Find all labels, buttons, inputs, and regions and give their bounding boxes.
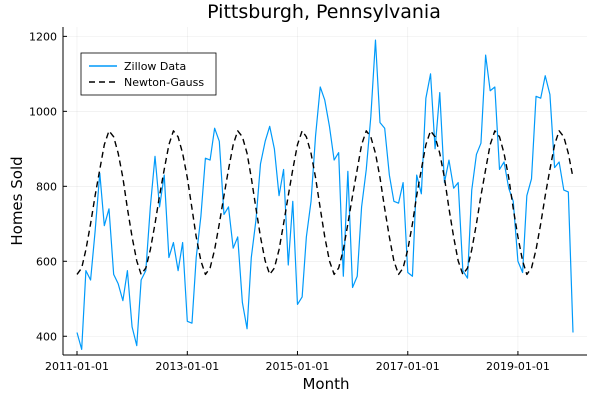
legend-label: Newton-Gauss <box>124 76 204 89</box>
axes <box>62 27 587 356</box>
y-tick-label: 600 <box>36 255 57 268</box>
x-tick-label: 2017-01-01 <box>376 360 440 373</box>
x-tick-label: 2011-01-01 <box>45 360 109 373</box>
y-tick-label: 1200 <box>29 30 57 43</box>
y-tick-label: 400 <box>36 330 57 343</box>
x-axis-title: Month <box>302 375 349 393</box>
legend-box <box>80 52 217 96</box>
x-tick-label: 2015-01-01 <box>265 360 329 373</box>
y-tick-label: 1000 <box>29 105 57 118</box>
x-tick-label: 2013-01-01 <box>155 360 219 373</box>
series-line-newton-gauss <box>76 130 574 276</box>
series-line-zillow-data <box>76 39 574 350</box>
y-axis-title: Homes Sold <box>8 156 26 245</box>
series-lines <box>76 39 574 350</box>
legend: Zillow Data Newton-Gauss <box>80 52 217 96</box>
y-tick-label: 800 <box>36 180 57 193</box>
legend-label: Zillow Data <box>124 60 186 73</box>
x-tick-label: 2019-01-01 <box>486 360 550 373</box>
tick-labels: 2011-01-01 2013-01-01 2015-01-01 2017-01-01… <box>29 30 550 373</box>
chart-title: Pittsburgh, Pennsylvania <box>207 1 441 23</box>
